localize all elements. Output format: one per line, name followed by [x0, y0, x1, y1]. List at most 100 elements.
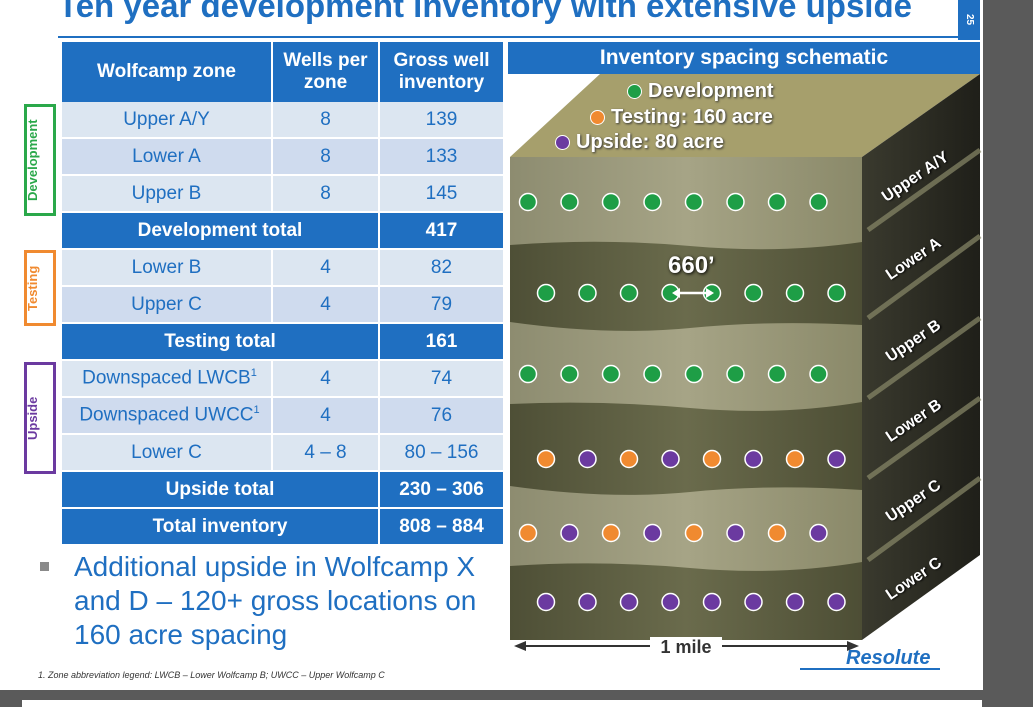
legend-upside-label: Upside: 80 acre	[576, 131, 724, 153]
wells-cell: 4	[272, 249, 380, 287]
development-well-dot	[643, 364, 662, 384]
schematic-title: Inventory spacing schematic	[508, 42, 980, 74]
table-row: Lower C 4 – 8 80 – 156	[62, 434, 503, 472]
upside-well-dot	[827, 449, 846, 469]
zone-cell: Upper A/Y	[62, 102, 273, 139]
testing-well-dot	[619, 449, 639, 469]
well-dots	[518, 192, 846, 612]
gross-cell: 80 – 156	[379, 434, 503, 472]
upside-well-dot	[661, 449, 680, 469]
bullet-square	[40, 562, 49, 571]
layer-band	[510, 402, 862, 495]
footnote-marker: 1	[253, 404, 260, 417]
total-value: 161	[379, 323, 503, 361]
header-gross: Gross well inventory	[379, 42, 503, 102]
development-well-dot	[518, 192, 538, 212]
total-value: 417	[379, 212, 503, 250]
zone-cell: Downspaced LWCB1	[62, 360, 273, 398]
upside-bracket: Upside	[24, 362, 56, 474]
gross-cell: 139	[379, 102, 503, 139]
wells-cell: 4	[272, 360, 380, 398]
development-well-dot	[726, 364, 745, 384]
zone-cell: Lower C	[62, 434, 273, 472]
zone-cell: Upper B	[62, 175, 273, 213]
development-well-dot	[601, 364, 621, 384]
layer-band	[510, 241, 862, 331]
upside-well-dot	[619, 592, 639, 612]
upside-well-dot	[726, 523, 745, 543]
legend-testing-label: Testing: 160 acre	[611, 106, 773, 128]
legend-development-label: Development	[648, 80, 774, 102]
testing-bracket: Testing	[24, 250, 56, 326]
table-row: Lower B 4 82	[62, 249, 503, 287]
total-row: Testing total 161	[62, 323, 503, 361]
wells-cell: 8	[272, 175, 380, 213]
total-label: Testing total	[62, 323, 380, 361]
upside-well-dot	[536, 592, 556, 612]
gross-cell: 76	[379, 397, 503, 435]
logo-underline	[800, 668, 940, 670]
development-well-dot	[744, 283, 763, 303]
upside-well-dot	[744, 592, 763, 612]
development-well-dot	[601, 192, 621, 212]
testing-well-dot	[536, 449, 556, 469]
side-layer-edges	[866, 147, 982, 563]
table-row: Lower A 8 133	[62, 138, 503, 176]
legend-dot-purple	[555, 135, 570, 150]
header-wells: Wells per zone	[272, 42, 380, 102]
legend-testing: Testing: 160 acre	[590, 106, 773, 129]
wells-cell: 4 – 8	[272, 434, 380, 472]
zone-cell: Lower A	[62, 138, 273, 176]
gross-cell: 145	[379, 175, 503, 213]
scale-label: 1 mile	[650, 637, 722, 658]
development-well-dot	[643, 192, 662, 212]
zone-cell: Lower B	[62, 249, 273, 287]
upside-well-dot	[578, 449, 597, 469]
zone-cell: Downspaced UWCC1	[62, 397, 273, 435]
upside-well-dot	[785, 592, 805, 612]
development-well-dot	[767, 192, 787, 212]
table-row: Downspaced UWCC1 4 76	[62, 397, 503, 435]
total-label: Development total	[62, 212, 380, 250]
development-well-dot	[684, 192, 704, 212]
testing-well-dot	[702, 449, 722, 469]
legend-dot-green	[627, 84, 642, 99]
testing-well-dot	[518, 523, 538, 543]
grand-total-row: Total inventory 808 – 884	[62, 508, 503, 546]
company-logo: Resolute	[846, 647, 931, 669]
zone-name: Downspaced LWCB	[82, 367, 251, 389]
testing-well-dot	[601, 523, 621, 543]
testing-well-dot	[785, 449, 805, 469]
spacing-label: 660’	[668, 252, 715, 279]
development-well-dot	[684, 364, 704, 384]
total-label: Upside total	[62, 471, 380, 509]
upside-well-dot	[827, 592, 846, 612]
total-row: Upside total 230 – 306	[62, 471, 503, 509]
table-row: Upper B 8 145	[62, 175, 503, 213]
slide-title: Ten year development inventory with exte…	[58, 0, 912, 24]
block-side-face	[862, 74, 980, 640]
development-well-dot	[726, 192, 745, 212]
title-rule	[58, 36, 958, 38]
development-well-dot	[578, 283, 597, 303]
bottom-strip	[22, 700, 982, 707]
legend-development: Development	[627, 80, 774, 103]
total-row: Development total 417	[62, 212, 503, 250]
grand-total-value: 808 – 884	[379, 508, 503, 546]
table-row: Upper C 4 79	[62, 286, 503, 324]
total-value: 230 – 306	[379, 471, 503, 509]
spacing-arrow	[672, 288, 714, 298]
development-well-dot	[560, 192, 579, 212]
development-well-dot	[560, 364, 579, 384]
bullet-text: Additional upside in Wolfcamp X and D – …	[74, 551, 477, 650]
zone-cell: Upper C	[62, 286, 273, 324]
testing-well-dot	[767, 523, 787, 543]
header-zone: Wolfcamp zone	[62, 42, 273, 102]
development-bracket: Development	[24, 104, 56, 216]
legend-dot-orange	[590, 110, 605, 125]
upside-well-dot	[560, 523, 579, 543]
development-well-dot	[827, 283, 846, 303]
upside-well-dot	[809, 523, 828, 543]
upside-well-dot	[661, 592, 680, 612]
gross-cell: 82	[379, 249, 503, 287]
